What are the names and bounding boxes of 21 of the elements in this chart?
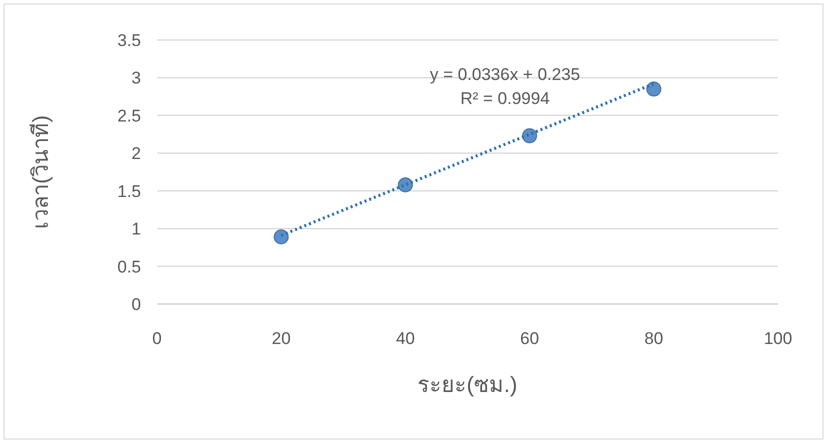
x-axis-title: ระยะ(ซม.) — [418, 372, 518, 397]
annotation: R² = 0.9994 — [460, 89, 550, 108]
point — [398, 177, 413, 192]
x-tick-label: 60 — [520, 329, 540, 348]
x-tick-label: 80 — [644, 329, 664, 348]
y-tick-label: 0.5 — [117, 257, 141, 276]
y-tick-label: 2.5 — [117, 106, 141, 126]
x-tick-label: 100 — [764, 329, 792, 348]
y-tick-label: 0 — [132, 295, 141, 314]
y-axis-title: เวลา(วินาที) — [28, 115, 53, 229]
x-tick-label: 0 — [152, 329, 162, 348]
y-tick-label: 3.5 — [117, 31, 141, 50]
point — [274, 229, 289, 244]
x-tick-label: 20 — [272, 329, 291, 348]
y-tick-label: 2 — [132, 144, 141, 164]
annotation: y = 0.0336x + 0.235 — [430, 65, 580, 84]
y-tick-label: 3 — [132, 68, 141, 88]
point — [646, 82, 662, 97]
y-tick-label: 1.5 — [117, 182, 141, 201]
y-tick-label: 1 — [132, 220, 141, 239]
x-tick-label: 40 — [396, 329, 415, 348]
